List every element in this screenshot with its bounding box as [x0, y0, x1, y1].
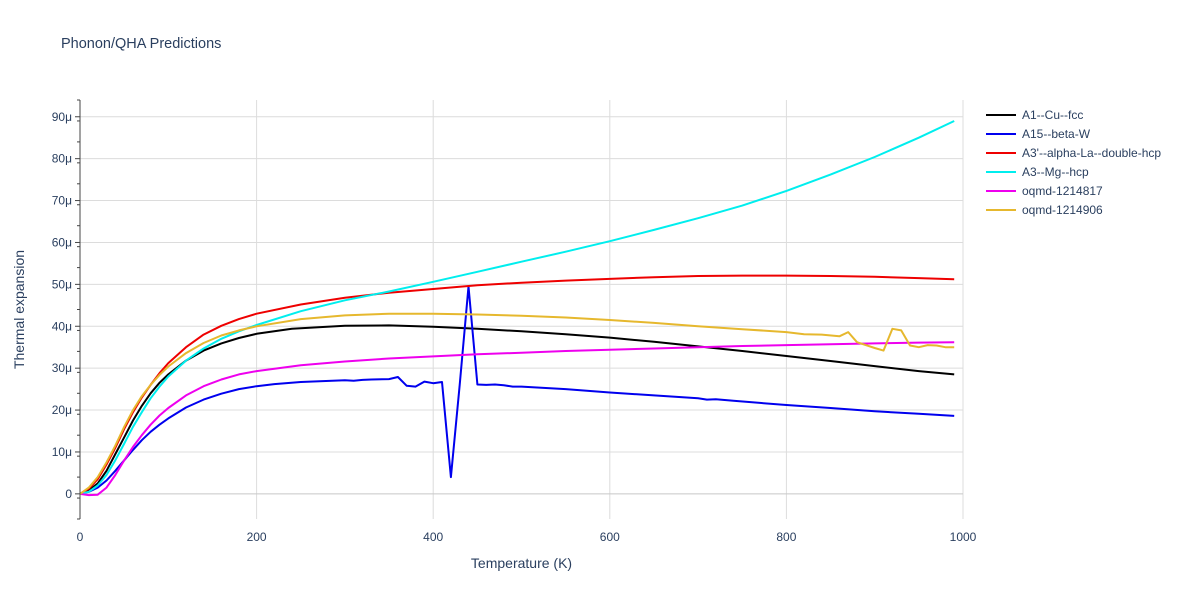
legend-item[interactable]: A15--beta-W — [984, 124, 1161, 143]
legend-label: oqmd-1214906 — [1022, 202, 1103, 217]
legend-swatch — [986, 208, 1016, 211]
y-tick-label: 10μ — [52, 445, 72, 459]
y-tick-label: 80μ — [52, 152, 72, 166]
y-tick-label: 70μ — [52, 194, 72, 208]
series-layer — [79, 120, 955, 497]
y-tick-label: 90μ — [52, 110, 72, 124]
series-line — [79, 120, 955, 495]
legend-label: oqmd-1214817 — [1022, 183, 1103, 198]
x-tick-label: 0 — [77, 530, 84, 544]
y-axis-ticks: 0 10μ 20μ 30μ 40μ 50μ 60μ 70μ 80μ 90μ — [52, 99, 80, 520]
x-gridlines — [256, 100, 964, 519]
x-tick-label: 200 — [247, 530, 267, 544]
y-axis-title: Thermal expansion — [11, 250, 27, 369]
series-line — [79, 341, 955, 497]
legend-label: A3--Mg--hcp — [1022, 164, 1089, 179]
legend-item[interactable]: A3'--alpha-La--double-hcp — [984, 143, 1161, 162]
y-tick-label: 60μ — [52, 235, 72, 249]
x-axis-title: Temperature (K) — [471, 555, 572, 571]
x-tick-label: 600 — [600, 530, 620, 544]
y-gridlines — [80, 116, 963, 495]
x-axis-ticks: 0 200 400 600 800 1000 — [77, 530, 977, 544]
y-tick-label: 20μ — [52, 403, 72, 417]
x-tick-label: 1000 — [950, 530, 977, 544]
legend-item[interactable]: A1--Cu--fcc — [984, 105, 1161, 124]
y-tick-label: 0 — [65, 487, 72, 501]
y-tick-label: 50μ — [52, 277, 72, 291]
series-line — [79, 285, 955, 495]
legend-label: A15--beta-W — [1022, 126, 1091, 141]
legend-item[interactable]: A3--Mg--hcp — [984, 162, 1161, 181]
x-tick-label: 800 — [776, 530, 796, 544]
y-tick-label: 30μ — [52, 361, 72, 375]
legend-label: A3'--alpha-La--double-hcp — [1022, 145, 1162, 160]
chart-title: Phonon/QHA Predictions — [61, 36, 222, 52]
legend-item[interactable]: oqmd-1214906 — [984, 200, 1161, 219]
y-tick-label: 40μ — [52, 319, 72, 333]
series-line — [79, 324, 955, 495]
legend-swatch — [986, 170, 1016, 173]
legend-swatch — [986, 113, 1016, 116]
legend-swatch — [986, 151, 1016, 154]
series-line — [79, 312, 955, 495]
x-tick-label: 400 — [423, 530, 443, 544]
legend-swatch — [986, 189, 1016, 192]
legend: A1--Cu--fcc A15--beta-W A3'--alpha-La--dou… — [984, 105, 1161, 219]
legend-label: A1--Cu--fcc — [1022, 107, 1084, 122]
legend-swatch — [986, 132, 1016, 135]
legend-item[interactable]: oqmd-1214817 — [984, 181, 1161, 200]
series-line — [79, 274, 955, 495]
